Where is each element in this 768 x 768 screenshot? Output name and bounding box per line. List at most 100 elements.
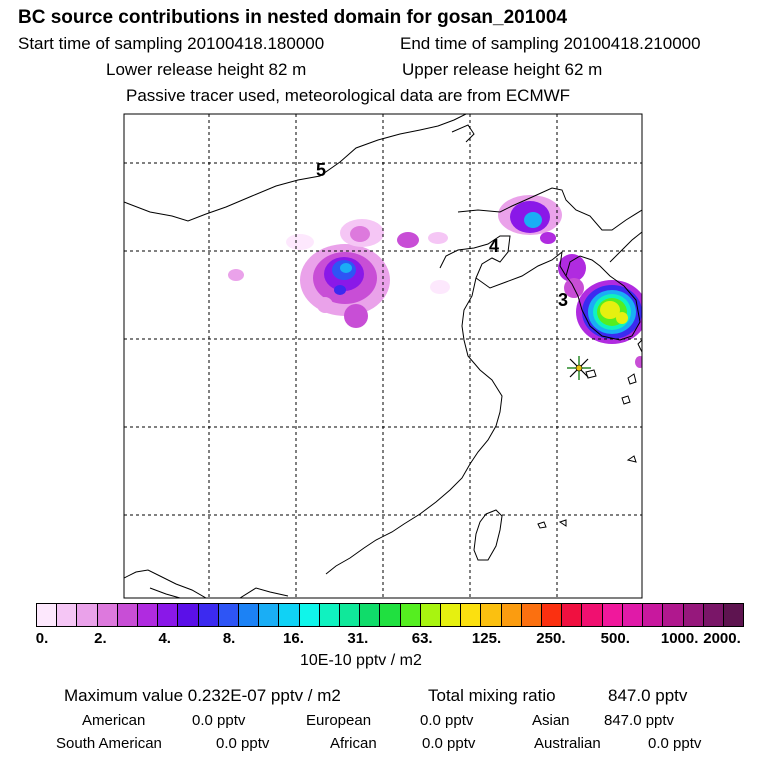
colorbar-segment <box>239 604 260 626</box>
total-mixing-value: 847.0 pptv <box>608 686 688 705</box>
island-japan-2 <box>621 395 631 405</box>
region-asian-label: Asian <box>532 712 570 729</box>
island-ryukyu-3 <box>558 519 567 527</box>
colorbar <box>36 603 744 627</box>
end-time: End time of sampling 20100418.210000 <box>400 34 701 53</box>
colorbar-segment <box>279 604 300 626</box>
colorbar-tick-label: 0. <box>35 630 49 647</box>
colorbar-segment <box>542 604 563 626</box>
colorbar-segment <box>420 604 442 626</box>
colorbar-tick-label: 1000. <box>660 630 699 647</box>
region-american-value: 0.0 pptv <box>192 712 246 729</box>
colorbar-segment <box>178 604 199 626</box>
star-icon <box>567 356 591 380</box>
border-manchuria <box>457 187 642 231</box>
source-contribution-map: 5 4 3 <box>123 113 643 599</box>
colorbar-segment <box>138 604 159 626</box>
colorbar-segment <box>158 604 179 626</box>
coast-bohai <box>439 235 567 289</box>
colorbar-segment <box>683 604 704 626</box>
colorbar-tick-label: 31. <box>347 630 369 647</box>
region-australian-value: 0.0 pptv <box>648 735 702 752</box>
colorbar-segment <box>582 604 603 626</box>
colorbar-tick-label: 16. <box>283 630 304 647</box>
island-ryukyu-2 <box>537 521 547 529</box>
region-african-label: African <box>330 735 377 752</box>
colorbar-segment <box>521 604 543 626</box>
colorbar-segment <box>703 604 724 626</box>
colorbar-segment <box>117 604 139 626</box>
island-japan-1 <box>627 373 637 385</box>
colorbar-segment <box>481 604 502 626</box>
colorbar-segment <box>340 604 361 626</box>
border-russia <box>451 124 475 143</box>
plume-beijing <box>286 234 390 328</box>
lat-lon-grid <box>124 114 642 598</box>
plume-north <box>228 219 450 294</box>
plot-title: BC source contributions in nested domain… <box>18 7 568 28</box>
total-mixing-label: Total mixing ratio <box>428 686 556 705</box>
island-taiwan <box>473 509 503 561</box>
coast-east-china <box>325 277 503 575</box>
coast-south-2 <box>239 587 289 598</box>
colorbar-tick-label: 4. <box>158 630 171 647</box>
colorbar-segment <box>259 604 280 626</box>
colorbar-segment <box>218 604 240 626</box>
plume-manchuria <box>498 195 562 244</box>
tracer-note: Passive tracer used, meteorological data… <box>126 86 571 105</box>
colorbar-tick-label: 500. <box>600 630 630 647</box>
lower-release-height: Lower release height 82 m <box>106 60 307 79</box>
colorbar-segment <box>37 604 58 626</box>
island-hainan-coast <box>149 587 181 598</box>
colorbar-segment <box>77 604 98 626</box>
maximum-value: Maximum value 0.232E-07 pptv / m2 <box>64 686 341 705</box>
colorbar-tick-label: 2. <box>94 630 107 647</box>
upper-release-height: Upper release height 62 m <box>402 60 603 79</box>
start-time: Start time of sampling 20100418.180000 <box>18 34 325 53</box>
colorbar-segment <box>299 604 320 626</box>
colorbar-segment <box>319 604 341 626</box>
coast-korea-east <box>609 231 642 263</box>
release-heights: Lower release height 82 m Upper release … <box>106 60 602 80</box>
colorbar-segment <box>97 604 118 626</box>
colorbar-segment <box>461 604 482 626</box>
sampling-times: Start time of sampling 20100418.180000 E… <box>18 34 701 54</box>
colorbar-segment <box>57 604 78 626</box>
map-content <box>124 114 642 598</box>
plume-korea <box>558 254 642 368</box>
colorbar-tick-label: 8. <box>222 630 236 647</box>
region-south-american-label: South American <box>56 735 162 752</box>
island-tsushima <box>637 339 642 353</box>
colorbar-segment <box>198 604 219 626</box>
colorbar-units: 10E-10 pptv / m2 <box>300 652 422 669</box>
colorbar-segment <box>723 604 744 626</box>
colorbar-segment <box>441 604 462 626</box>
region-asian-value: 847.0 pptv <box>604 712 675 729</box>
map-frame <box>123 113 643 599</box>
summary-line: Maximum value 0.232E-07 pptv / m2 Total … <box>64 686 687 706</box>
colorbar-tick-label: 250. <box>536 630 566 647</box>
contour-label-3: 3 <box>558 290 568 310</box>
region-south-american-value: 0.0 pptv <box>216 735 270 752</box>
island-ryukyu-1 <box>626 455 637 463</box>
region-american-label: American <box>82 712 146 729</box>
colorbar-tick-label: 2000. <box>703 630 741 647</box>
colorbar-segment <box>622 604 644 626</box>
contour-label-4: 4 <box>489 236 499 256</box>
region-european-value: 0.0 pptv <box>420 712 474 729</box>
colorbar-segment <box>663 604 684 626</box>
colorbar-segment <box>602 604 623 626</box>
region-australian-label: Australian <box>534 735 601 752</box>
contour-label-5: 5 <box>316 160 326 180</box>
region-european-label: European <box>306 712 372 729</box>
colorbar-segment <box>400 604 421 626</box>
coast-korea <box>565 255 641 341</box>
colorbar-tick-label: 63. <box>411 630 433 647</box>
region-african-value: 0.0 pptv <box>422 735 476 752</box>
colorbar-segment <box>501 604 522 626</box>
colorbar-segment <box>360 604 381 626</box>
colorbar-segment <box>380 604 401 626</box>
coastlines <box>124 114 642 598</box>
border-mongolia <box>124 114 467 222</box>
colorbar-segment <box>562 604 583 626</box>
